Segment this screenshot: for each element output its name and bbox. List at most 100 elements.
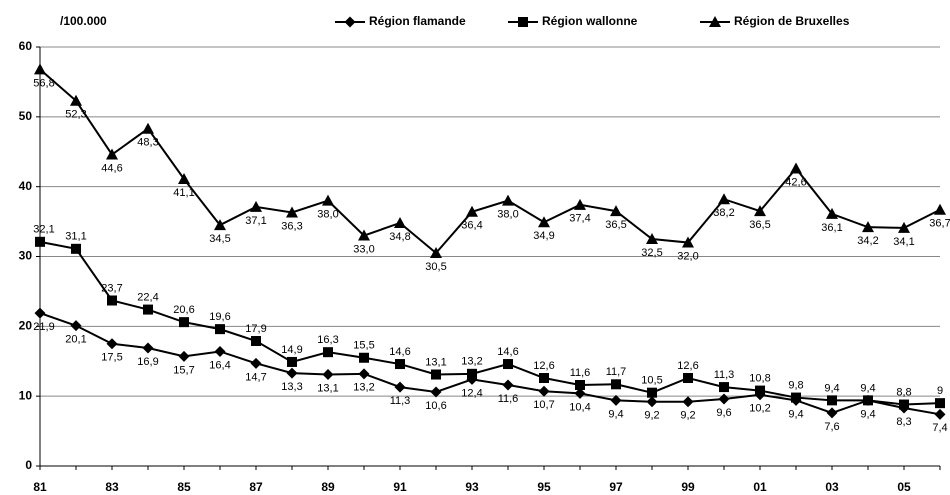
marker [322, 194, 334, 206]
data-label: 36,5 [605, 219, 626, 231]
data-label: 12,6 [533, 360, 554, 372]
marker [70, 94, 82, 106]
marker [934, 203, 946, 215]
x-tick-label: 97 [609, 480, 623, 494]
data-label: 17,9 [245, 323, 266, 335]
data-label: 44,6 [101, 162, 122, 174]
data-label: 13,1 [317, 382, 338, 394]
data-label: 19,6 [209, 311, 230, 323]
data-label: 12,4 [461, 387, 482, 399]
data-label: 10,4 [569, 401, 590, 413]
marker [827, 395, 837, 406]
x-tick-label: 99 [681, 480, 695, 494]
marker [646, 233, 658, 245]
data-label: 11,7 [606, 366, 627, 378]
data-label: 9,2 [644, 410, 659, 422]
marker [178, 350, 190, 362]
marker [358, 368, 370, 380]
y-tick-label: 40 [19, 179, 33, 193]
x-tick-label: 95 [537, 480, 551, 494]
marker [682, 236, 694, 248]
data-label: 10,2 [749, 403, 770, 415]
marker [898, 221, 910, 233]
marker [502, 379, 514, 391]
data-label: 13,1 [425, 356, 446, 368]
data-label: 30,5 [425, 261, 446, 273]
y-tick-label: 50 [19, 109, 33, 123]
marker [215, 324, 225, 335]
series-line [39, 240, 941, 406]
marker [34, 307, 46, 319]
data-label: 9,2 [680, 410, 695, 422]
y-tick-label: 60 [19, 39, 33, 53]
marker [250, 357, 262, 369]
x-tick-label: 83 [105, 480, 119, 494]
data-label: 13,2 [353, 382, 374, 394]
x-tick-label: 81 [33, 480, 47, 494]
data-label: 14,9 [281, 344, 302, 356]
marker [754, 205, 766, 217]
data-label: 36,7 [929, 218, 950, 230]
marker [647, 387, 657, 398]
y-tick-label: 10 [19, 388, 33, 402]
data-label: 52,3 [65, 109, 86, 121]
data-label: 16,3 [317, 334, 338, 346]
data-label: 9 [937, 385, 943, 397]
data-label: 31,1 [65, 231, 86, 243]
x-tick-label: 93 [465, 480, 479, 494]
data-label: 11,3 [390, 395, 411, 407]
data-label: 21,9 [33, 321, 54, 333]
y-tick-label: 20 [19, 319, 33, 333]
data-label: 9,4 [860, 382, 875, 394]
data-label: 36,3 [281, 220, 302, 232]
data-label: 14,6 [497, 346, 518, 358]
data-label: 14,7 [245, 371, 266, 383]
marker [251, 335, 261, 346]
marker [359, 352, 369, 363]
data-label: 38,2 [713, 207, 734, 219]
marker [518, 17, 528, 27]
marker [34, 63, 46, 75]
marker [709, 16, 721, 27]
data-label: 8,8 [896, 386, 911, 398]
data-label: 9,4 [824, 382, 839, 394]
marker [934, 408, 946, 420]
marker [395, 359, 405, 370]
data-label: 34,8 [389, 231, 410, 243]
data-label: 12,6 [677, 360, 698, 372]
data-label: 16,4 [209, 359, 230, 371]
marker [826, 407, 838, 419]
data-label: 22,4 [137, 291, 158, 303]
marker [143, 304, 153, 315]
marker [35, 236, 45, 247]
marker [790, 162, 802, 174]
x-tick-label: 85 [177, 480, 191, 494]
data-label: 38,0 [497, 209, 518, 221]
marker [430, 386, 442, 398]
x-tick-label: 89 [321, 480, 335, 494]
data-label: 48,3 [137, 137, 158, 149]
marker [142, 122, 154, 134]
data-label: 7,4 [932, 422, 947, 434]
data-label: 56,8 [33, 77, 54, 89]
marker [431, 369, 441, 380]
marker [214, 219, 226, 231]
series-line [39, 68, 941, 255]
data-label: 10,7 [533, 399, 554, 411]
marker [71, 243, 81, 254]
marker [755, 385, 765, 396]
marker [538, 385, 550, 397]
data-label: 17,5 [101, 352, 122, 364]
data-label: 32,1 [33, 224, 54, 236]
data-label: 13,3 [281, 381, 302, 393]
x-tick-label: 05 [897, 480, 911, 494]
data-label: 32,5 [641, 247, 662, 259]
data-label: 8,3 [896, 416, 911, 428]
marker [683, 373, 693, 384]
marker [719, 382, 729, 393]
data-label: 36,4 [461, 220, 482, 232]
data-label: 32,0 [677, 250, 698, 262]
marker [106, 148, 118, 160]
